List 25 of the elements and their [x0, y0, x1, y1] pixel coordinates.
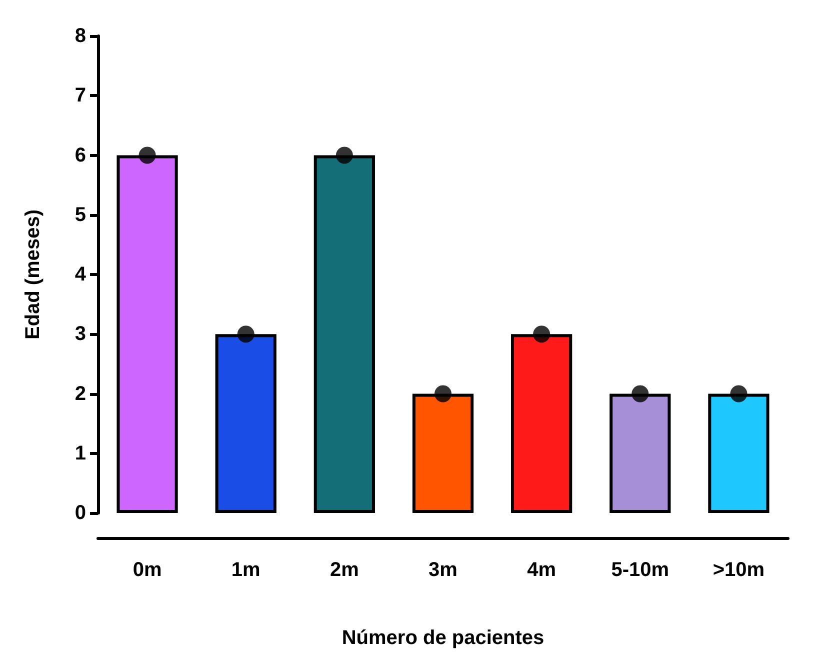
y-tick-label: 0: [74, 502, 86, 524]
point: [138, 146, 156, 164]
point: [533, 326, 550, 343]
point: [632, 385, 649, 402]
x-tick-label: 1m: [231, 559, 260, 581]
y-tick-label: 2: [74, 382, 86, 405]
y-tick-label: 5: [74, 204, 86, 226]
point: [434, 385, 452, 402]
y-axis-title: Edad (meses): [22, 209, 44, 340]
y-tick-label: 7: [74, 84, 86, 107]
y-tick-label: 1: [74, 442, 86, 464]
x-tick-label: 5-10m: [611, 559, 670, 581]
y-tick-label: 4: [74, 264, 87, 286]
x-tick-label: 3m: [428, 559, 458, 581]
y-tick-label: 8: [74, 25, 86, 47]
point: [730, 385, 748, 402]
x-tick-label: >10m: [712, 559, 765, 581]
point: [237, 326, 254, 343]
y-tick-label: 6: [74, 144, 86, 166]
x-axis-title: Número de pacientes: [342, 627, 544, 649]
y-tick-label: 3: [74, 323, 86, 346]
point: [336, 146, 353, 164]
x-tick-label: 2m: [330, 559, 359, 581]
x-tick-label: 4m: [527, 559, 556, 581]
x-tick-label: 0m: [132, 559, 162, 581]
